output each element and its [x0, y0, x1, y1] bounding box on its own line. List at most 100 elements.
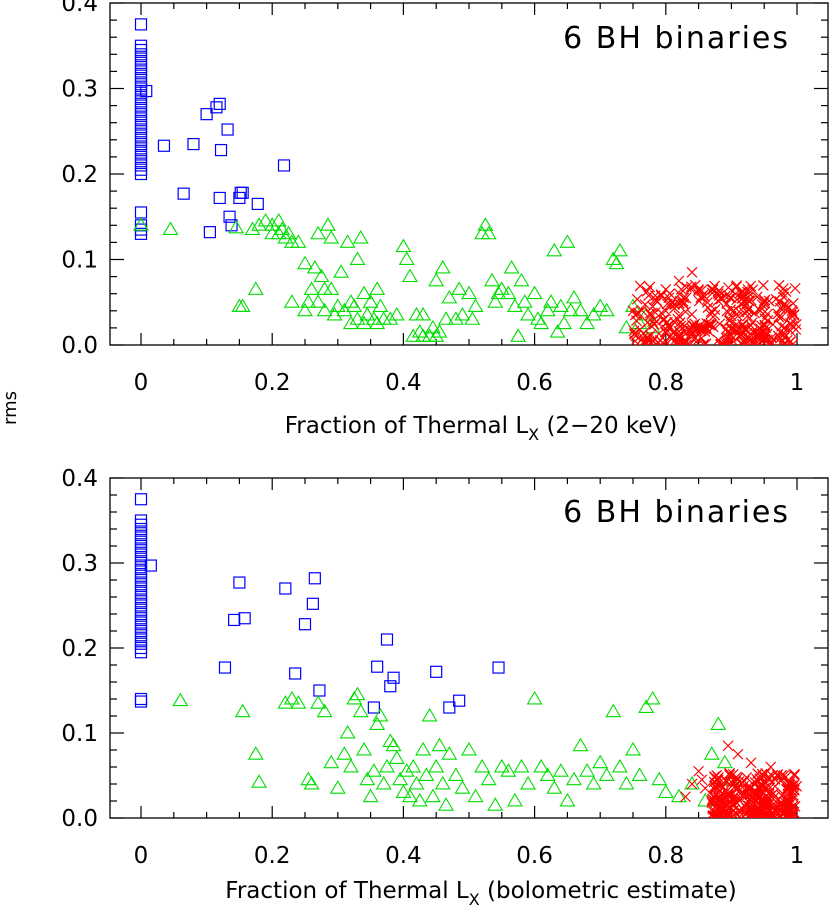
data-point-x	[782, 780, 794, 792]
data-point-square	[306, 597, 319, 610]
data-point-triangle	[670, 788, 687, 803]
data-point-x	[722, 793, 734, 805]
data-point-square	[134, 137, 148, 151]
data-point-triangle	[316, 302, 333, 317]
data-point-triangle	[339, 724, 356, 739]
data-point-square	[251, 197, 264, 211]
data-point-square	[134, 52, 148, 65]
data-point-x	[648, 319, 660, 330]
data-point-x	[644, 281, 656, 293]
data-point-x	[686, 778, 698, 790]
data-point-square	[203, 226, 216, 239]
data-point-triangle	[342, 315, 359, 330]
data-point-x	[673, 275, 685, 287]
data-point-triangle	[483, 272, 500, 287]
data-point-x	[784, 336, 796, 345]
data-point-x	[735, 337, 747, 345]
data-point-square	[214, 143, 228, 157]
data-point-x	[746, 338, 758, 345]
data-point-triangle	[467, 788, 484, 803]
data-point-x	[726, 323, 738, 334]
data-point-triangle	[369, 315, 386, 330]
data-point-triangle	[359, 771, 376, 786]
data-point-triangle	[513, 758, 530, 773]
data-point-square	[134, 522, 148, 536]
data-point-x	[732, 748, 744, 760]
data-point-x	[674, 330, 686, 342]
data-point-x	[713, 334, 724, 345]
data-point-x	[674, 288, 686, 300]
data-point-square	[384, 680, 397, 693]
y-tick-label: 0.2	[61, 636, 98, 662]
data-point-triangle	[533, 758, 550, 773]
data-point-triangle	[487, 797, 504, 811]
data-point-triangle	[520, 775, 537, 790]
data-point-triangle	[336, 746, 353, 760]
y-tick-label: 0.2	[61, 162, 98, 188]
data-point-triangle	[411, 792, 428, 807]
data-point-x	[773, 279, 785, 291]
data-point-x	[685, 283, 697, 295]
markers	[133, 18, 802, 345]
data-point-x	[730, 324, 742, 336]
data-point-triangle	[277, 230, 294, 244]
data-point-square	[134, 61, 148, 74]
data-point-triangle	[277, 695, 294, 709]
data-point-square	[387, 671, 400, 684]
data-point-x	[685, 281, 697, 293]
data-point-triangle	[359, 306, 376, 321]
data-point-triangle	[326, 306, 343, 321]
markers	[134, 493, 803, 818]
data-point-triangle	[392, 771, 409, 786]
data-point-x	[709, 280, 721, 292]
data-point-square	[200, 108, 213, 121]
data-point-x	[676, 337, 688, 345]
data-point-triangle	[506, 298, 523, 312]
data-point-x	[731, 784, 743, 796]
data-point-x	[734, 795, 746, 807]
data-point-square	[134, 573, 148, 587]
data-point-x	[789, 768, 800, 780]
data-point-square	[134, 112, 148, 125]
data-point-triangle	[461, 285, 477, 300]
y-tick-label: 0.4	[61, 466, 98, 492]
data-point-x	[774, 326, 786, 338]
data-point-square	[134, 624, 148, 638]
data-point-x	[645, 309, 657, 321]
data-point-triangle	[503, 259, 520, 274]
data-point-triangle	[310, 695, 327, 709]
data-point-triangle	[385, 737, 402, 752]
data-point-triangle	[477, 217, 494, 231]
data-point-square	[277, 159, 291, 172]
data-point-x	[696, 774, 708, 786]
data-point-x	[659, 326, 671, 338]
data-point-square	[371, 660, 384, 673]
data-point-x	[760, 768, 771, 779]
data-point-x	[669, 298, 681, 310]
data-point-triangle	[316, 703, 333, 718]
data-point-x	[745, 811, 757, 818]
data-point-triangle	[585, 775, 602, 790]
data-point-x	[788, 309, 800, 321]
data-point-square	[213, 191, 226, 205]
data-point-x	[726, 333, 737, 345]
data-point-triangle	[395, 784, 412, 798]
data-point-triangle	[510, 328, 527, 342]
data-point-triangle	[342, 758, 359, 773]
data-point-square	[238, 612, 251, 625]
data-point-x	[751, 788, 763, 800]
data-point-x	[745, 320, 757, 331]
data-point-x	[785, 309, 797, 321]
data-point-triangle	[543, 294, 559, 308]
data-point-x	[680, 791, 691, 803]
data-point-triangle	[716, 754, 733, 769]
data-point-square	[134, 73, 148, 87]
data-point-x	[629, 328, 640, 340]
data-point-triangle	[398, 251, 415, 265]
data-point-x	[788, 792, 800, 804]
data-point-x	[781, 300, 793, 312]
data-point-triangle	[306, 259, 323, 274]
data-point-x	[741, 293, 753, 305]
data-point-triangle	[579, 315, 596, 330]
data-point-triangle	[352, 703, 369, 718]
